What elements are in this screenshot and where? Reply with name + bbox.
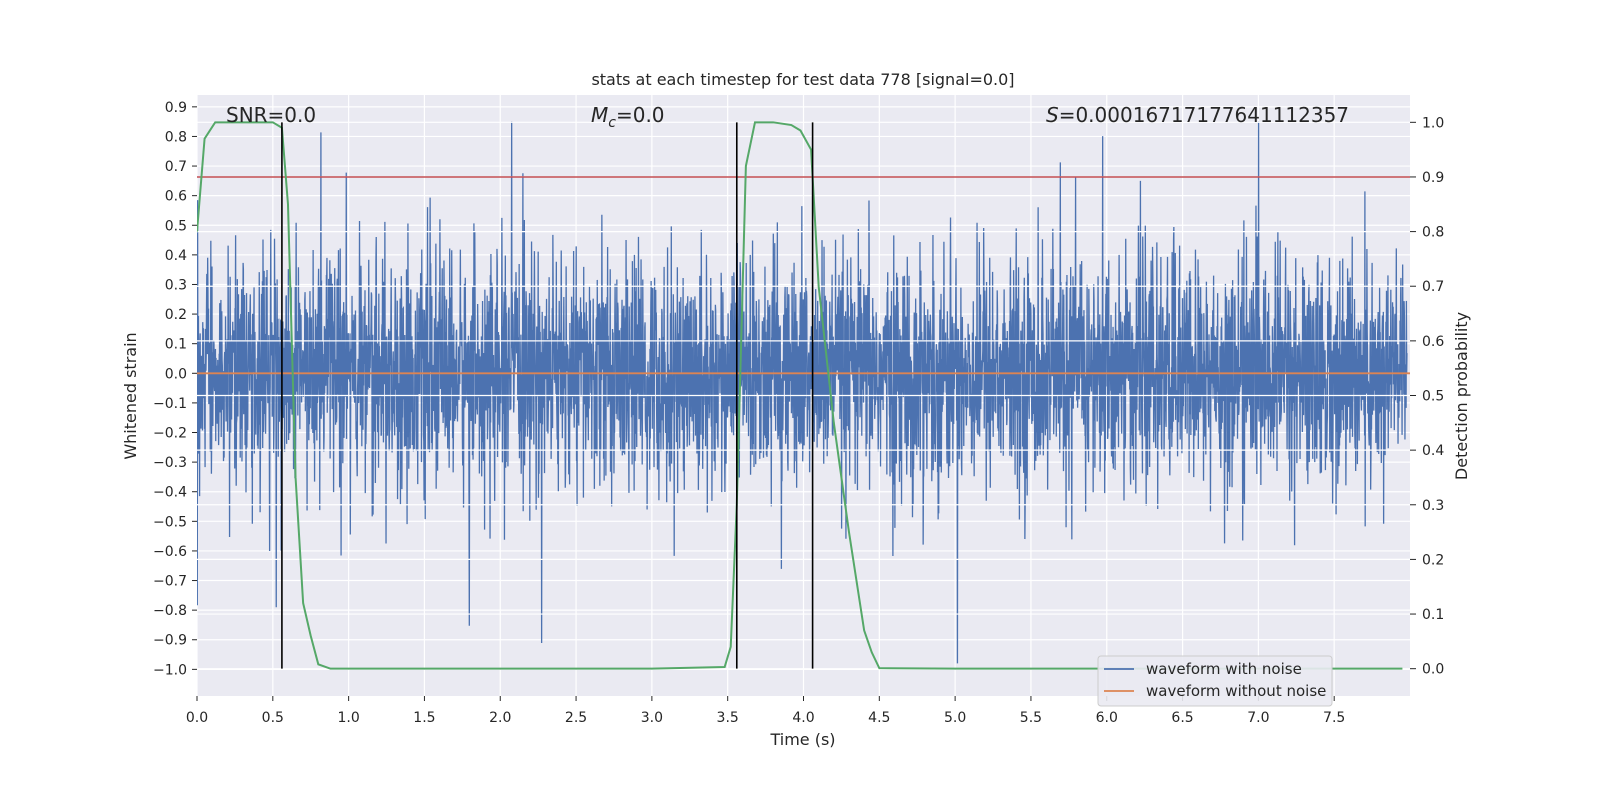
x-tick-label: 7.5 [1323, 710, 1345, 726]
left-tick-label: 0.9 [165, 100, 187, 116]
x-tick-label: 1.0 [337, 710, 359, 726]
x-tick-label: 6.5 [1171, 710, 1193, 726]
left-tick-label: −0.2 [153, 426, 187, 442]
x-tick-label: 0.0 [186, 710, 208, 726]
right-tick-label: 0.9 [1422, 170, 1444, 186]
legend-label-clean: waveform without noise [1146, 682, 1326, 700]
x-tick-label: 4.0 [792, 710, 814, 726]
chirp-mass-value: =0.0 [616, 103, 665, 127]
x-tick-label: 0.5 [262, 710, 284, 726]
x-tick-label: 4.5 [868, 710, 890, 726]
x-tick-label: 6.0 [1096, 710, 1118, 726]
right-tick-label: 0.5 [1422, 389, 1444, 405]
x-tick-label: 3.5 [717, 710, 739, 726]
left-tick-label: 0.2 [165, 307, 187, 323]
x-tick-label: 2.0 [489, 710, 511, 726]
x-axis-ticks: 0.0 0.5 1.0 1.5 2.0 2.5 3.0 3.5 4.0 4.5 5.0 5.5 6.0 6… [186, 696, 1345, 726]
left-tick-label: 0.6 [165, 189, 187, 205]
series-detection-probability [197, 121, 1403, 670]
left-tick-label: −1.0 [153, 662, 187, 678]
right-axis-label: Detection probability [1452, 312, 1471, 480]
right-tick-label: 0.1 [1422, 607, 1444, 623]
x-tick-label: 1.5 [413, 710, 435, 726]
right-tick-label: 0.0 [1422, 662, 1444, 678]
legend-box [1097, 655, 1333, 707]
legend-label-noisy: waveform with noise [1146, 660, 1302, 678]
left-axis-label: Whitened strain [121, 332, 140, 459]
x-tick-label: 7.0 [1247, 710, 1269, 726]
left-tick-label: 0.7 [165, 159, 187, 175]
left-tick-label: 0.0 [165, 366, 187, 382]
snr-annotation: SNR=0.0 [226, 103, 316, 127]
left-tick-label: −0.9 [153, 633, 187, 649]
x-axis-label: Time (s) [769, 730, 835, 749]
left-tick-label: −0.4 [153, 485, 187, 501]
series-layer [197, 121, 1410, 670]
left-tick-label: −0.3 [153, 455, 187, 471]
s-annotation: S=0.00016717177641112357 [1046, 103, 1349, 127]
right-tick-label: 0.7 [1422, 279, 1444, 295]
left-tick-label: −0.6 [153, 544, 187, 560]
left-tick-label: −0.8 [153, 603, 187, 619]
s-value: =0.00016717177641112357 [1059, 103, 1349, 127]
left-axis-ticks: 0.9 0.8 0.7 0.6 0.5 0.4 0.3 0.2 0.1 0.0 −0.1 −0.2 −0… [153, 100, 197, 678]
left-tick-label: −0.5 [153, 514, 187, 530]
right-tick-label: 0.4 [1422, 443, 1444, 459]
x-tick-label: 5.0 [944, 710, 966, 726]
right-tick-label: 0.2 [1422, 552, 1444, 568]
right-tick-label: 0.8 [1422, 225, 1444, 241]
left-tick-label: 0.1 [165, 337, 187, 353]
right-tick-label: 0.6 [1422, 334, 1444, 350]
left-tick-label: 0.5 [165, 218, 187, 234]
chirp-mass-annotation: Mc=0.0 [591, 103, 665, 131]
chirp-mass-symbol: M [591, 103, 608, 127]
left-tick-label: 0.4 [165, 248, 187, 264]
left-tick-label: 0.3 [165, 277, 187, 293]
series-waveform-with-noise [197, 121, 1408, 664]
x-tick-label: 5.5 [1020, 710, 1042, 726]
left-tick-label: −0.7 [153, 574, 187, 590]
x-tick-label: 2.5 [565, 710, 587, 726]
left-tick-label: 0.8 [165, 129, 187, 145]
left-tick-label: −0.1 [153, 396, 187, 412]
x-tick-label: 3.0 [641, 710, 663, 726]
chirp-mass-subscript: c [608, 115, 616, 131]
s-symbol: S [1046, 103, 1059, 127]
right-tick-label: 0.3 [1422, 498, 1444, 514]
legend: waveform with noise waveform without noi… [1097, 655, 1333, 707]
chart-title: stats at each timestep for test data 778… [591, 70, 1014, 89]
right-tick-label: 1.0 [1422, 115, 1444, 131]
right-axis-ticks: 1.0 0.9 0.8 0.7 0.6 0.5 0.4 0.3 0.2 0.1 0.0 [1410, 115, 1444, 678]
